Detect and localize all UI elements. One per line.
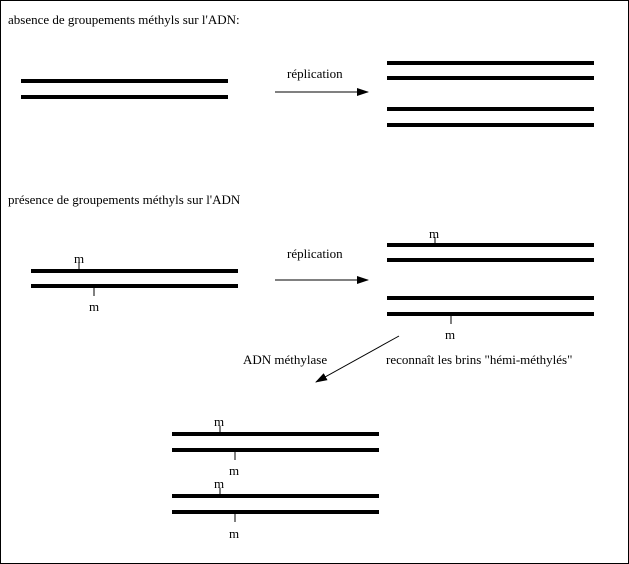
absence-title: absence de groupements méthyls sur l'ADN… <box>8 12 240 27</box>
hemimethylated-daughter-dna-2 <box>387 296 594 324</box>
methyl-mark: m <box>229 526 240 541</box>
presence-title: présence de groupements méthyls sur l'AD… <box>8 192 241 207</box>
unmethylated-daughter-dna-1 <box>387 61 594 80</box>
replication-label-2: réplication <box>287 246 343 261</box>
methylated-parent-dna <box>31 263 238 296</box>
methyl-mark: m <box>74 251 85 266</box>
hemimethylated-daughter-dna-1 <box>387 237 594 262</box>
methyl-mark: m <box>229 463 240 478</box>
unmethylated-daughter-dna-2 <box>387 107 594 127</box>
methyl-mark: m <box>214 476 225 491</box>
methyl-mark: m <box>429 226 440 241</box>
recognition-label: reconnaît les brins "hémi-méthylés" <box>386 352 573 367</box>
methyl-mark: m <box>89 299 100 314</box>
methylase-arrow <box>315 335 400 383</box>
unmethylated-parent-dna <box>21 79 228 99</box>
enzyme-label: ADN méthylase <box>243 352 328 367</box>
fully-methylated-dna-1 <box>172 426 379 460</box>
methyl-mark: m <box>214 414 225 429</box>
methyl-mark: m <box>445 327 456 342</box>
fully-methylated-dna-2 <box>172 488 379 522</box>
replication-label-1: réplication <box>287 66 343 81</box>
